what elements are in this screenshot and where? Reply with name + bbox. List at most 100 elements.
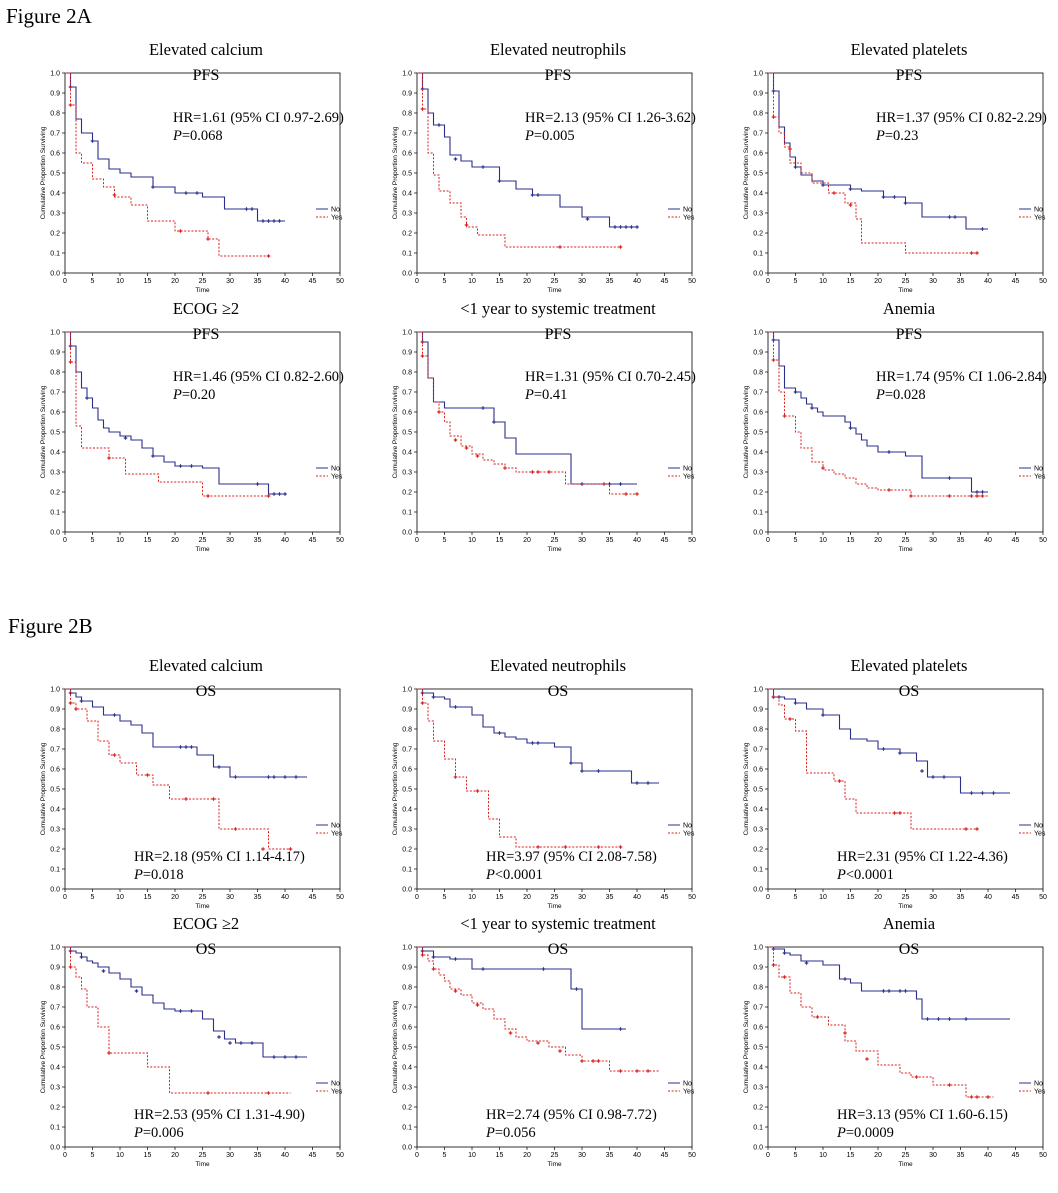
y-axis-label: Cumulative Proportion Surviving: [40, 742, 47, 835]
x-tick-label: 20: [523, 278, 531, 285]
censor-mark-no: [189, 464, 194, 468]
y-tick-label: 0.4: [50, 191, 60, 198]
censor-mark-no: [618, 225, 623, 229]
censor-mark-no: [228, 1041, 232, 1045]
series-yes-line: [417, 72, 621, 248]
legend-yes-label: Yes: [683, 1089, 695, 1096]
series-yes-line: [768, 946, 994, 1098]
panel-endpoint: PFS: [192, 67, 220, 84]
censor-mark-no: [151, 185, 155, 189]
series-yes-line: [768, 331, 988, 497]
x-tick-label: 0: [415, 894, 419, 901]
censor-mark-no: [178, 1009, 183, 1013]
y-tick-label: 0.0: [402, 530, 412, 537]
censor-mark-no: [217, 765, 221, 769]
x-tick-label: 35: [254, 894, 262, 901]
x-axis-label: Time: [195, 903, 210, 910]
x-tick-label: 5: [91, 1152, 95, 1159]
censor-mark-yes: [68, 965, 73, 969]
x-tick-label: 15: [847, 278, 855, 285]
x-tick-label: 10: [468, 537, 476, 544]
y-tick-label: 0.8: [753, 985, 763, 992]
y-tick-label: 0.0: [402, 1145, 412, 1152]
legend-no-label: No: [683, 823, 692, 830]
x-tick-label: 0: [63, 537, 67, 544]
y-tick-label: 0.4: [50, 807, 60, 814]
km-plot: 0 5 10 15 20 25 30 35 40 45 50 0.0 0.1 0.2 0.3 0.4 0.5 0.…: [40, 71, 344, 295]
y-tick-label: 0.5: [402, 787, 412, 794]
hazard-ratio: HR=3.97 (95% CI 2.08-7.58): [486, 849, 657, 865]
censor-mark-yes: [618, 845, 623, 849]
censor-mark-yes: [865, 1057, 869, 1061]
censor-mark-no: [881, 747, 886, 751]
censor-mark-yes: [947, 1083, 952, 1087]
censor-mark-no: [881, 989, 886, 993]
censor-mark-yes: [969, 251, 974, 255]
p-label: P: [134, 867, 143, 883]
y-tick-label: 0.5: [50, 171, 60, 178]
x-tick-label: 50: [688, 894, 696, 901]
x-tick-label: 45: [1012, 894, 1020, 901]
p-value-line: P=0.006: [134, 1124, 305, 1142]
censor-mark-yes: [266, 254, 271, 258]
x-tick-label: 50: [688, 278, 696, 285]
censor-mark-yes: [420, 953, 425, 957]
censor-mark-yes: [112, 193, 117, 197]
y-tick-label: 0.1: [402, 1125, 412, 1132]
censor-mark-no: [217, 1035, 221, 1039]
censor-mark-no: [624, 225, 628, 229]
censor-mark-yes: [233, 827, 238, 831]
y-tick-label: 0.1: [753, 510, 763, 517]
censor-mark-yes: [975, 827, 979, 831]
censor-mark-no: [195, 191, 199, 195]
censor-mark-no: [925, 1017, 930, 1021]
x-axis-label: Time: [547, 903, 562, 910]
p-label: P: [837, 867, 846, 883]
censor-mark-no: [980, 791, 985, 795]
censor-mark-yes: [206, 494, 210, 498]
censor-mark-no: [239, 1041, 243, 1045]
x-tick-label: 0: [63, 894, 67, 901]
km-plot: 0 5 10 15 20 25 30 35 40 45 50 0.0 0.1 0.2 0.3 0.4 0.5 0.…: [392, 687, 696, 911]
y-tick-label: 0.7: [753, 390, 763, 397]
x-tick-label: 25: [199, 537, 207, 544]
y-tick-label: 0.3: [402, 211, 412, 218]
censor-mark-yes: [266, 1091, 271, 1095]
censor-mark-yes: [771, 115, 776, 119]
y-axis-label: Cumulative Proportion Surviving: [40, 126, 47, 219]
y-tick-label: 0.8: [753, 727, 763, 734]
p-value-line: P=0.018: [134, 866, 305, 884]
censor-mark-no: [947, 476, 952, 480]
censor-mark-no: [266, 219, 271, 223]
y-tick-label: 0.0: [50, 271, 60, 278]
censor-mark-no: [848, 426, 853, 430]
x-tick-label: 15: [144, 894, 152, 901]
censor-mark-yes: [848, 203, 853, 207]
censor-mark-no: [942, 775, 946, 779]
x-tick-label: 30: [578, 278, 586, 285]
censor-mark-yes: [206, 237, 210, 241]
y-tick-label: 0.9: [50, 350, 60, 357]
x-tick-label: 50: [336, 537, 344, 544]
x-tick-label: 20: [171, 894, 179, 901]
censor-mark-no: [793, 390, 798, 394]
censor-mark-no: [980, 227, 985, 231]
series-no-line: [768, 72, 988, 230]
km-panel: Elevated calcium OS 0 5 10 15 20 25 30 35 40 45 50 0.…: [30, 656, 382, 935]
hazard-ratio: HR=2.53 (95% CI 1.31-4.90): [134, 1107, 305, 1123]
x-tick-label: 0: [63, 278, 67, 285]
y-tick-label: 0.9: [753, 350, 763, 357]
x-tick-label: 15: [496, 894, 504, 901]
censor-mark-no: [272, 775, 276, 779]
y-tick-label: 0.1: [50, 1125, 60, 1132]
panel-title: <1 year to systemic treatment: [460, 299, 656, 318]
censor-mark-no: [90, 139, 95, 143]
censor-mark-yes: [771, 695, 776, 699]
x-tick-label: 50: [336, 894, 344, 901]
panel-endpoint: OS: [195, 941, 217, 958]
legend-no-label: No: [1034, 466, 1043, 473]
km-panel: <1 year to systemic treatment PFS 0 5 10 15 20…: [382, 299, 734, 578]
y-axis-label: Cumulative Proportion Surviving: [40, 385, 47, 478]
x-tick-label: 0: [415, 278, 419, 285]
censor-mark-yes: [508, 1031, 513, 1035]
